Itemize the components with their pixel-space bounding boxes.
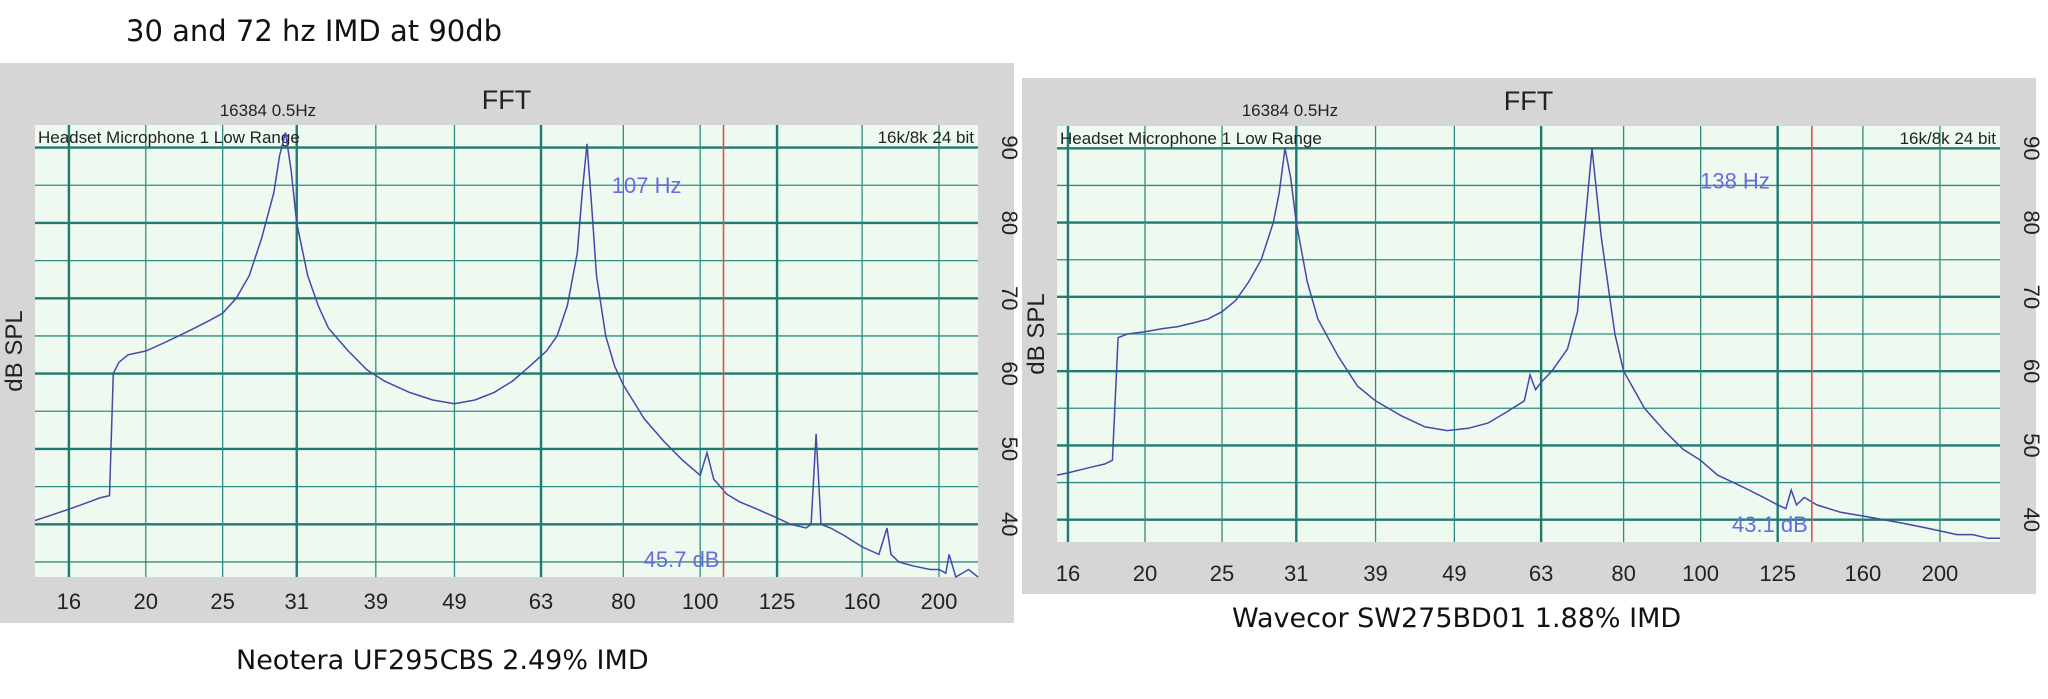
x-tick-label: 20 — [1133, 561, 1157, 586]
x-tick-label: 49 — [442, 589, 466, 614]
x-tick-label: 200 — [921, 589, 958, 614]
fft-chart-neotera: FFT 16384 0.5Hz Headset Microphone 1 Low R… — [1, 85, 1022, 614]
x-tick-label: 200 — [1922, 561, 1959, 586]
y-tick-label: 50 — [997, 437, 1022, 461]
y-axis-label: dB SPL — [1023, 293, 1050, 374]
x-tick-label: 25 — [1210, 561, 1234, 586]
x-tick-label: 49 — [1442, 561, 1466, 586]
y-tick-label: 80 — [997, 211, 1022, 235]
top-right-label: 16k/8k 24 bit — [1900, 129, 1997, 148]
x-tick-label: 16 — [57, 589, 81, 614]
x-tick-label: 31 — [1284, 561, 1308, 586]
y-tick-label: 90 — [997, 135, 1022, 159]
marker-frequency-readout: 107 Hz — [612, 173, 682, 198]
x-tick-label: 63 — [529, 589, 553, 614]
fft-chart-wavecor: FFT 16384 0.5Hz Headset Microphone 1 Low R… — [1023, 86, 2044, 586]
marker-level-readout: 45.7 dB — [644, 547, 720, 572]
y-tick-label: 90 — [2019, 136, 2044, 160]
fft-trace — [1056, 148, 2000, 540]
top-right-label: 16k/8k 24 bit — [878, 128, 975, 147]
y-tick-label: 60 — [2019, 359, 2044, 383]
x-tick-label: 80 — [1611, 561, 1635, 586]
y-tick-label: 70 — [997, 286, 1022, 310]
y-tick-label: 40 — [997, 512, 1022, 536]
x-tick-label: 100 — [1682, 561, 1719, 586]
x-tick-label: 63 — [1529, 561, 1553, 586]
fft-trace — [34, 132, 979, 579]
y-tick-label: 60 — [997, 361, 1022, 385]
top-left-label: Headset Microphone 1 Low Range — [38, 128, 300, 147]
plot-area — [35, 125, 978, 577]
y-tick-label: 80 — [2019, 210, 2044, 234]
fft-chart-panel-neotera: FFT 16384 0.5Hz Headset Microphone 1 Low R… — [0, 63, 1022, 623]
y-tick-label: 50 — [2019, 433, 2044, 457]
x-tick-label: 125 — [759, 589, 796, 614]
caption-neotera: Neotera UF295CBS 2.49% IMD — [236, 645, 649, 676]
x-tick-label: 100 — [682, 589, 719, 614]
y-tick-label: 70 — [2019, 285, 2044, 309]
fft-chart-panel-wavecor: FFT 16384 0.5Hz Headset Microphone 1 Low R… — [1022, 78, 2044, 594]
chart-subtitle: 16384 0.5Hz — [220, 101, 316, 120]
x-tick-label: 125 — [1759, 561, 1796, 586]
chart-title: FFT — [482, 85, 531, 115]
x-tick-label: 20 — [134, 589, 158, 614]
x-tick-label: 80 — [611, 589, 635, 614]
page-title: 30 and 72 hz IMD at 90db — [126, 14, 503, 48]
x-tick-label: 39 — [364, 589, 388, 614]
chart-title: FFT — [1504, 86, 1553, 116]
x-tick-label: 31 — [285, 589, 309, 614]
y-tick-label: 40 — [2019, 507, 2044, 531]
x-tick-label: 160 — [844, 589, 881, 614]
chart-subtitle: 16384 0.5Hz — [1242, 101, 1338, 120]
y-axis-label: dB SPL — [1, 310, 28, 391]
marker-frequency-readout: 138 Hz — [1700, 168, 1770, 193]
top-left-label: Headset Microphone 1 Low Range — [1060, 129, 1322, 148]
x-tick-label: 39 — [1363, 561, 1387, 586]
x-tick-label: 16 — [1056, 561, 1080, 586]
x-tick-label: 160 — [1845, 561, 1882, 586]
marker-level-readout: 43.1 dB — [1732, 512, 1808, 537]
x-tick-label: 25 — [210, 589, 234, 614]
caption-wavecor: Wavecor SW275BD01 1.88% IMD — [1232, 603, 1682, 634]
